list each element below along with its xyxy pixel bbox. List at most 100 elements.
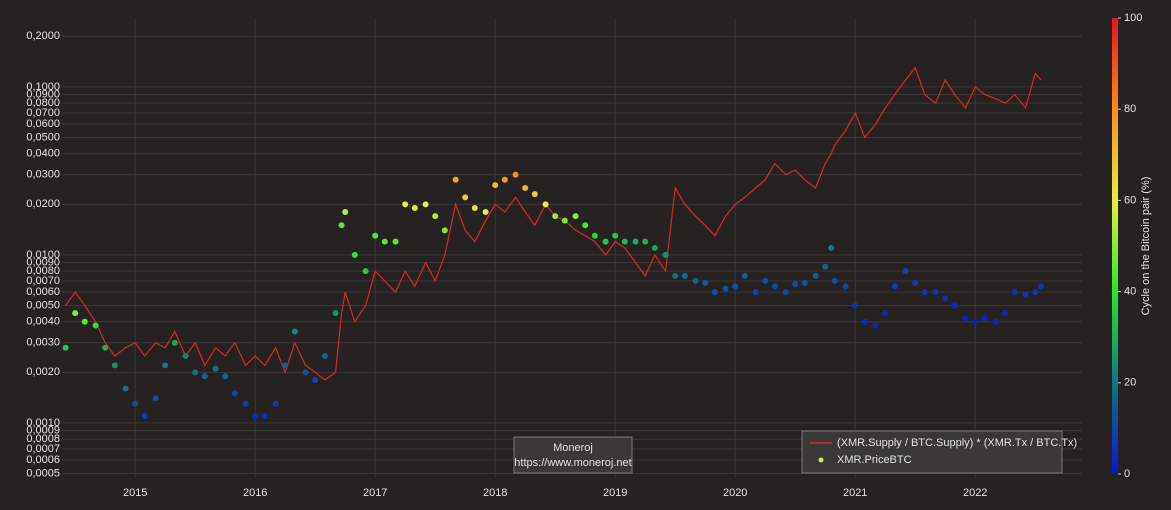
scatter-point [252, 412, 259, 419]
scatter-point [182, 353, 189, 360]
scatter-point [591, 232, 598, 239]
scatter-point [342, 209, 349, 216]
y-tick-label: 0,0500 [26, 131, 60, 143]
colorbar-gradient [1112, 18, 1118, 474]
annotation: Moneroj https://www.moneroj.net [513, 436, 633, 474]
scatter-point [282, 362, 289, 369]
x-tick-label: 2022 [963, 487, 987, 499]
scatter-point [861, 318, 868, 325]
scatter-point [582, 222, 589, 229]
x-tick-label: 2015 [123, 487, 147, 499]
colorbar-tick-label: 40 [1124, 286, 1136, 298]
scatter-point [381, 238, 388, 245]
scatter-point [792, 281, 799, 288]
scatter-point [752, 289, 759, 296]
scatter-point [72, 310, 79, 317]
scatter-point [1002, 310, 1009, 317]
scatter-point [392, 238, 399, 245]
y-tick-label: 0,0030 [26, 337, 60, 349]
colorbar-tick-label: 0 [1124, 468, 1130, 480]
scatter-point [102, 344, 109, 351]
y-tick-label: 0,0020 [26, 366, 60, 378]
scatter-point [702, 280, 709, 287]
scatter-point [291, 328, 298, 335]
scatter-point [171, 339, 178, 346]
scatter-point [302, 369, 309, 376]
scatter-point [338, 222, 345, 229]
legend-marker [818, 457, 824, 463]
y-tick-label: 0,0050 [26, 299, 60, 311]
scatter-point [782, 289, 789, 296]
scatter-point [842, 283, 849, 290]
scatter-point [992, 318, 999, 325]
y-tick-label: 0,0900 [26, 88, 60, 100]
y-tick-label: 0,2000 [26, 30, 60, 42]
scatter-point [722, 285, 729, 292]
y-tick-label: 0,0300 [26, 169, 60, 181]
x-tick-label: 2017 [363, 487, 387, 499]
annotation-text: Moneroj [553, 442, 593, 454]
scatter-point [762, 277, 769, 284]
scatter-point [242, 400, 249, 407]
scatter-point [332, 310, 339, 317]
scatter-point [261, 412, 268, 419]
x-tick-label: 2018 [483, 487, 507, 499]
scatter-point [492, 182, 499, 189]
scatter-point [711, 289, 718, 296]
scatter-point [231, 390, 238, 397]
scatter-point [522, 185, 529, 192]
scatter-point [192, 369, 199, 376]
scatter-point [828, 244, 835, 251]
scatter-point [81, 318, 88, 325]
scatter-point [542, 201, 549, 208]
scatter-point [471, 205, 478, 212]
scatter-point [452, 176, 459, 183]
scatter-point [111, 362, 118, 369]
scatter-point [812, 272, 819, 279]
scatter-point [891, 283, 898, 290]
scatter-point [372, 232, 379, 239]
scatter-point [771, 283, 778, 290]
scatter-point [312, 377, 319, 384]
y-tick-label: 0,0060 [26, 286, 60, 298]
scatter-point [531, 191, 538, 198]
y-tick-label: 0,0080 [26, 265, 60, 277]
scatter-point [642, 238, 649, 245]
scatter-point [432, 213, 439, 220]
scatter-point [951, 302, 958, 309]
scatter-point [801, 280, 808, 287]
scatter-point [441, 227, 448, 234]
plot-area [62, 66, 1045, 419]
scatter-point [632, 238, 639, 245]
y-tick-label: 0,0200 [26, 198, 60, 210]
x-tick-label: 2019 [603, 487, 627, 499]
scatter-point [882, 310, 889, 317]
scatter-point [921, 289, 928, 296]
scatter-point [162, 362, 169, 369]
scatter-point [1032, 289, 1039, 296]
colorbar-title: Cycle on the Bitcoin pair (%) [1140, 177, 1152, 316]
x-tick-label: 2020 [723, 487, 747, 499]
scatter-point [852, 302, 859, 309]
legend-box [801, 430, 1063, 474]
colorbar-tick-label: 80 [1124, 103, 1136, 115]
scatter-point [141, 412, 148, 419]
x-tick-label: 2021 [843, 487, 867, 499]
scatter-point [321, 353, 328, 360]
y-tick-label: 0,0100 [26, 249, 60, 261]
y-tick-label: 0,0040 [26, 316, 60, 328]
scatter-point [872, 322, 879, 329]
x-tick-label: 2016 [243, 487, 267, 499]
legend-label: XMR.PriceBTC [837, 454, 912, 466]
y-tick-label: 0,0070 [26, 275, 60, 287]
scatter-point [681, 272, 688, 279]
scatter-point [602, 238, 609, 245]
scatter-point [932, 289, 939, 296]
scatter-point [402, 201, 409, 208]
y-tick-label: 0,0006 [26, 454, 60, 466]
scatter-point [512, 171, 519, 178]
y-tick-label: 0,0090 [26, 256, 60, 268]
colorbar-tick-label: 100 [1124, 12, 1142, 24]
